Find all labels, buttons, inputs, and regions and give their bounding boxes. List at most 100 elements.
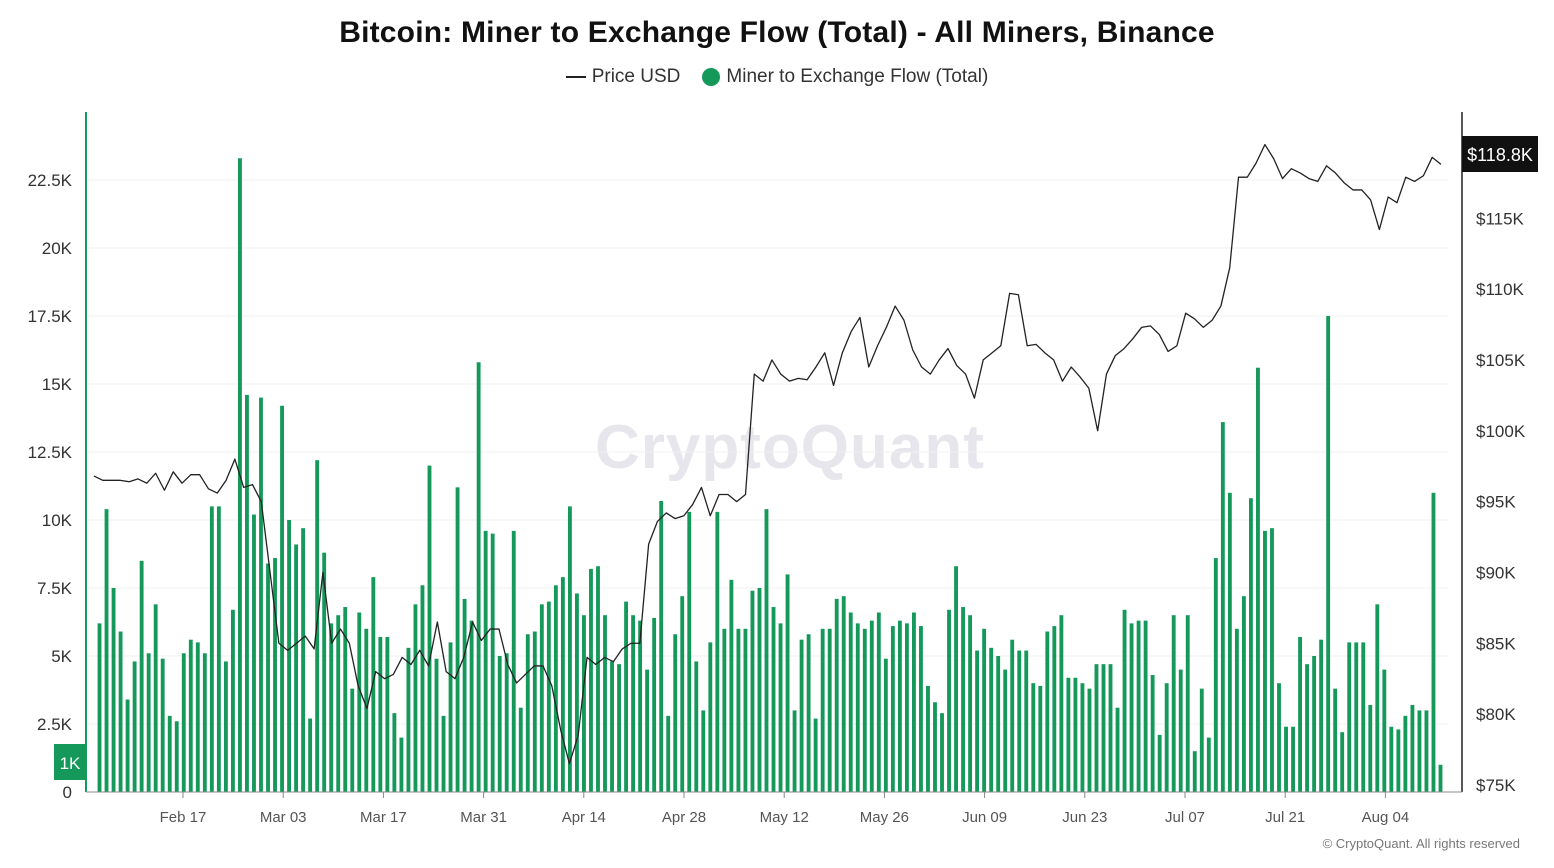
flow-bar (975, 650, 980, 792)
flow-bar (1410, 704, 1415, 792)
flow-bar (294, 544, 299, 792)
watermark: CryptoQuant (595, 413, 985, 482)
x-tick-label: Mar 31 (460, 809, 507, 826)
y-right-tick-label: $105K (1476, 351, 1526, 370)
flow-bar (427, 465, 432, 792)
flow-bar (1354, 642, 1359, 792)
flow-bar (1199, 688, 1204, 792)
y-right-tick-label: $80K (1476, 705, 1516, 724)
flow-bar (1101, 664, 1106, 792)
y-left-tick-label: 5K (51, 647, 72, 666)
legend-label-price: Price USD (591, 66, 681, 87)
flow-bar (750, 590, 755, 792)
flow-bar (1319, 639, 1324, 792)
flow-bar (1417, 710, 1422, 792)
flow-bar (666, 715, 671, 792)
flow-bar (1340, 732, 1345, 792)
flow-bar (813, 718, 818, 792)
flow-bar (371, 577, 376, 792)
x-tick-label: May 26 (860, 809, 909, 826)
flow-bar (245, 394, 249, 792)
flow-bar (1171, 615, 1176, 792)
chart-title: Bitcoin: Miner to Exchange Flow (Total) … (339, 16, 1215, 49)
y-right-tick-label: $100K (1476, 422, 1526, 441)
flow-bar (392, 713, 397, 792)
y-left-tick-label: 20K (42, 239, 73, 258)
flow-bar (132, 661, 137, 792)
x-tick-label: Apr 28 (662, 809, 706, 826)
flow-bar (139, 560, 144, 792)
flow-bar (1382, 669, 1387, 792)
flow-bar (1206, 737, 1211, 792)
flow-bar (827, 628, 832, 792)
flow-bar (322, 552, 327, 792)
flow-bar (1024, 650, 1029, 792)
flow-bar (673, 634, 678, 792)
flow-bar (1143, 620, 1148, 792)
flow-bar (708, 642, 713, 792)
flow-bar (596, 566, 600, 792)
flow-bar (1150, 675, 1155, 792)
flow-bar (947, 609, 951, 792)
flow-bar (1038, 685, 1043, 792)
flow-bar (1087, 688, 1092, 792)
flow-bar (1431, 492, 1436, 792)
flow-bar (855, 623, 860, 792)
flow-bar (883, 658, 888, 792)
flow-bar (589, 568, 593, 792)
flow-bar (1263, 530, 1267, 792)
flow-bar (869, 620, 874, 792)
flow-bar (1115, 707, 1120, 792)
flow-bar (617, 664, 621, 792)
flow-bar (1234, 628, 1239, 792)
flow-bar (188, 639, 193, 792)
flow-bar (280, 405, 284, 792)
flow-bar (919, 626, 923, 792)
flow-bar (1192, 751, 1197, 792)
flow-bar (1403, 715, 1408, 792)
y-right-tick-label: $110K (1476, 280, 1525, 299)
legend-item-price[interactable]: Price USD (565, 66, 681, 88)
flow-bar (273, 558, 277, 792)
y-right-tick-label: $95K (1476, 493, 1516, 512)
flow-bar (961, 607, 965, 792)
flow-bar (1396, 729, 1401, 792)
axes (85, 112, 1463, 793)
flow-bar (174, 721, 179, 792)
flow-bar (1249, 498, 1253, 792)
x-tick-label: May 12 (760, 809, 809, 826)
flow-bar (511, 530, 516, 792)
flow-bar (575, 593, 579, 792)
price-line-group (93, 143, 1442, 765)
flow-bar (1312, 656, 1317, 792)
flow-bar (441, 715, 446, 792)
y-right-tick-label: $75K (1476, 776, 1516, 795)
flow-bar (125, 699, 130, 792)
flow-bar (687, 511, 692, 792)
x-tick-label: Aug 04 (1362, 809, 1410, 826)
flow-bar (567, 506, 572, 792)
flow-bar (940, 713, 944, 792)
flow-bar (518, 707, 523, 792)
flow-bar (357, 612, 362, 792)
flow-bar (504, 653, 509, 792)
flow-bar (209, 506, 214, 792)
flow-bar (1375, 604, 1380, 792)
legend-item-flow[interactable]: Miner to Exchange Flow (Total) (702, 66, 988, 88)
x-tick-label: Apr 14 (562, 809, 606, 826)
flow-bar (259, 397, 263, 792)
flow-bar (904, 623, 909, 792)
y-left-tick-label: 22.5K (28, 171, 73, 190)
flow-bar (1059, 615, 1064, 792)
legend: Price USD Miner to Exchange Flow (Total) (0, 66, 1554, 88)
flow-bar (989, 647, 994, 792)
y-left-tick-label: 0 (63, 783, 72, 802)
flow-bar (202, 653, 207, 792)
flow-bar (799, 639, 804, 792)
flow-bar (406, 647, 411, 792)
flow-bar (420, 585, 425, 792)
flow-bar (996, 656, 1001, 792)
flow-bar (1277, 683, 1281, 792)
flow-bar (610, 661, 614, 792)
